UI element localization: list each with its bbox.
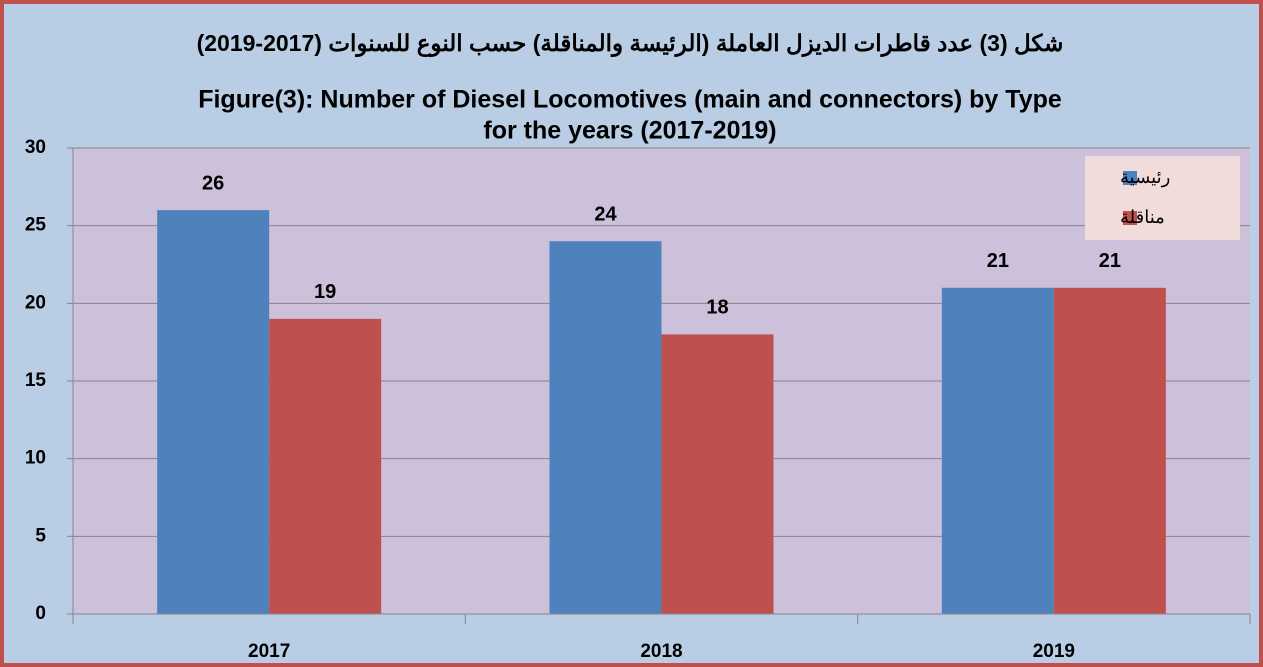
data-label: 21: [987, 250, 1009, 272]
legend-label: مناقلة: [1120, 207, 1165, 227]
data-label: 21: [1099, 250, 1121, 272]
y-tick-label: 30: [25, 137, 46, 158]
data-label: 18: [706, 297, 728, 319]
data-label: 19: [314, 281, 336, 303]
y-tick-label: 0: [35, 603, 46, 624]
y-tick-label: 25: [25, 215, 47, 236]
bar: [661, 334, 774, 614]
legend-box: [1085, 156, 1240, 240]
legend-swatch: [1123, 211, 1137, 225]
x-tick-label: 2018: [640, 641, 682, 662]
y-tick-label: 10: [25, 448, 46, 469]
y-tick-label: 20: [25, 292, 46, 313]
bar: [269, 318, 382, 614]
legend-swatch: [1123, 171, 1137, 185]
y-tick-label: 5: [35, 525, 46, 546]
data-label: 24: [594, 203, 617, 225]
y-tick-label: 15: [25, 370, 47, 391]
bar: [549, 241, 662, 614]
legend-label: رئيسية: [1120, 167, 1170, 188]
chart-title: Figure(3): Number of Diesel Locomotives …: [198, 86, 1062, 114]
bar: [1053, 287, 1166, 614]
x-tick-label: 2019: [1033, 641, 1075, 662]
chart-title: for the years (2017-2019): [483, 117, 776, 145]
chart-subtitle: شكل (3) عدد قاطرات الديزل العاملة (الرئي…: [197, 30, 1064, 58]
x-tick-label: 2017: [248, 641, 290, 662]
bar: [157, 210, 270, 614]
data-label: 26: [202, 172, 224, 194]
bar: [941, 287, 1054, 614]
